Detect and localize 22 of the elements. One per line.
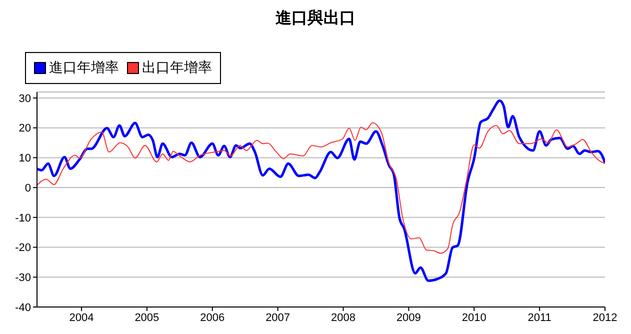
y-tick-label: 0 [24, 182, 31, 194]
y-tick-label: 10 [18, 152, 31, 165]
x-tick-label: 2004 [69, 312, 94, 324]
chart-title: 進口與出口 [274, 8, 356, 29]
x-tick-label: 2007 [266, 312, 290, 324]
y-tick-label: -20 [15, 242, 31, 254]
y-tick-label: -40 [15, 302, 31, 314]
y-tick-label: 30 [18, 92, 31, 105]
y-tick-label: 20 [18, 122, 31, 135]
x-tick-label: 2006 [200, 312, 225, 324]
y-tick-label: -30 [15, 272, 31, 284]
legend-label: 出口年增率 [142, 59, 212, 77]
y-tick-label: -10 [15, 212, 31, 224]
line-series [37, 99, 605, 282]
x-tick-label: 2011 [528, 312, 552, 324]
x-tick-label: 2009 [396, 312, 421, 324]
x-tick-label: 2008 [331, 312, 356, 324]
line-series [37, 122, 605, 254]
legend-label: 進口年增率 [49, 59, 119, 77]
x-tick-label: 2012 [592, 312, 618, 324]
x-tick-label: 2010 [462, 312, 486, 324]
x-tick-label: 2005 [134, 312, 160, 324]
